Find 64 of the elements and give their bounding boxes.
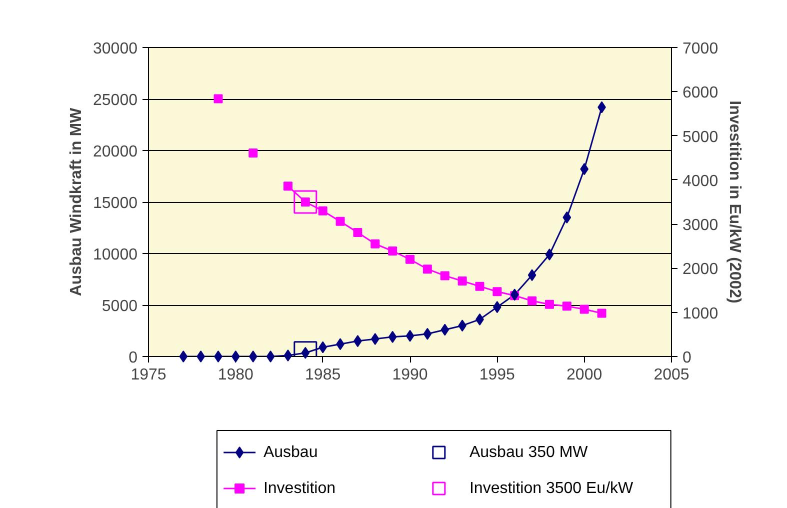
point [248,350,258,362]
point [528,296,537,306]
point [440,271,450,280]
point [318,206,328,216]
point [370,332,380,345]
y-tick-label: 0 [128,350,138,366]
point [597,308,606,318]
y2-tick-label: 1000 [682,305,718,322]
y2-axis-title: Investition in Eu/kW (2002) [726,100,744,304]
point [232,350,240,362]
point [510,288,519,301]
point [458,276,467,286]
x-tick-label: 1995 [479,366,516,384]
point [388,330,397,343]
y2-tick-label: 6000 [682,84,718,102]
x-tick-label: 1975 [130,366,166,384]
y-tick-label: 10000 [93,246,138,264]
point [562,302,572,311]
point [370,239,380,248]
x-tick-label: 1985 [305,366,341,384]
point [580,304,589,314]
y-tick-label: 15000 [93,195,138,212]
point [284,349,292,362]
x-tick-label: 2005 [654,366,690,384]
y2-tick-label: 2000 [682,261,718,278]
y-tick-label: 20000 [93,144,138,160]
point [388,246,398,256]
x-tick-label: 1980 [218,366,254,384]
point [544,300,554,309]
point [214,350,222,362]
legend-label: Ausbau [263,444,318,461]
y-tick-label: 30000 [93,40,138,58]
y2-tick-label: 0 [682,350,692,366]
y-tick-label: 25000 [93,92,138,109]
point [294,190,318,214]
point [283,182,292,191]
point [492,287,502,296]
point [248,148,258,158]
point [528,269,536,282]
y-axis-title: Ausbau Windkraft in MW [68,106,86,296]
x-tick-label: 2000 [566,366,602,384]
legend-label: Investition [263,480,336,497]
point [562,211,572,224]
y2-tick-label: 3000 [682,217,718,234]
y2-tick-label: 7000 [682,40,718,58]
point [179,350,188,362]
point [406,330,414,342]
point [196,350,205,362]
point [406,254,414,264]
y2-tick-label: 5000 [682,128,718,146]
legend-label: Investition 3500 Eu/kW [469,480,634,497]
x-tick-label: 1990 [392,366,428,384]
point [440,324,450,336]
point [266,350,275,362]
point [422,264,432,274]
point [423,328,432,340]
y-tick-label: 5000 [102,298,138,315]
point [545,248,554,261]
y2-tick-label: 4000 [682,172,718,190]
legend-label: Ausbau 350 MW [469,444,589,461]
point [475,282,484,291]
point [353,228,362,237]
point [336,216,345,226]
point [214,94,223,104]
